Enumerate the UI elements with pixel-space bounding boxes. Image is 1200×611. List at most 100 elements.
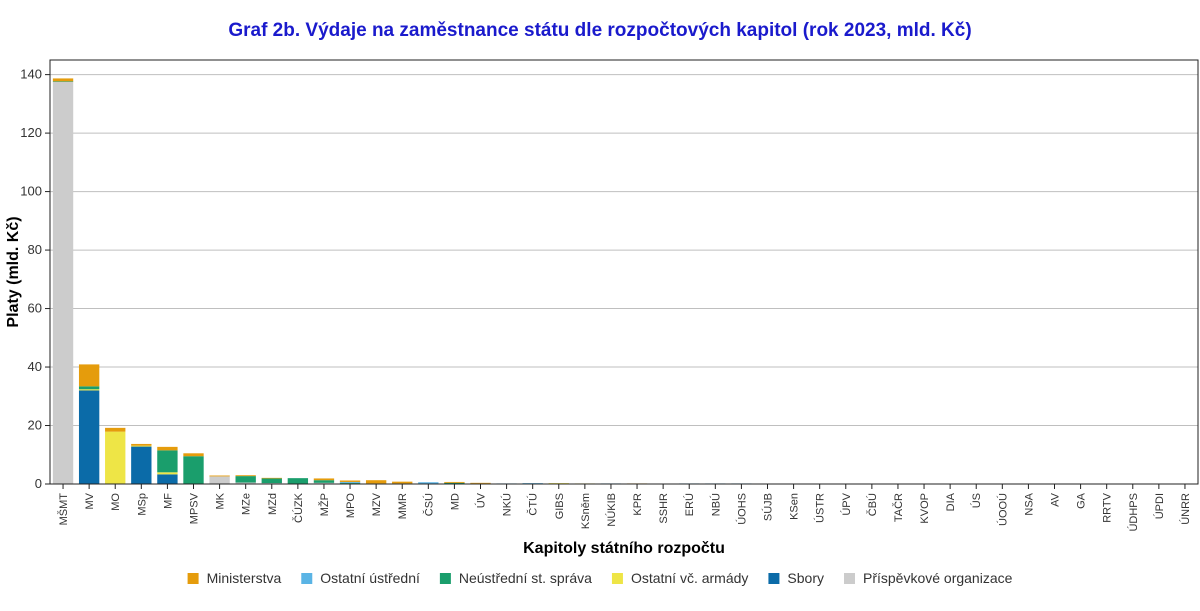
bar-segment [365, 480, 387, 484]
x-tick-label: MSp [136, 493, 148, 516]
bar-segment [105, 431, 126, 484]
x-tick-label: MŠMT [57, 493, 70, 526]
bar-segment [52, 81, 74, 485]
x-tick-label: MPSV [189, 492, 201, 524]
y-tick-label: 40 [28, 359, 42, 374]
bar-segment [418, 482, 439, 484]
chart-title: Graf 2b. Výdaje na zaměstnance státu dle… [228, 20, 972, 41]
legend-swatch [439, 573, 451, 584]
x-tick-label: AV [1050, 492, 1062, 507]
legend-label: Ostatní ústřední [320, 570, 420, 586]
legend-swatch [611, 573, 623, 584]
bar-segment [157, 474, 178, 484]
bar-segment [209, 475, 230, 477]
legend-swatch [843, 573, 855, 584]
bar-segment [235, 476, 256, 483]
bar-segment [261, 477, 282, 479]
x-tick-label: ÚDHPS [1127, 493, 1140, 532]
x-tick-label: ÚPV [840, 492, 853, 515]
x-tick-label: NÚKIB [605, 493, 618, 527]
legend-label: Neústřední st. správa [459, 570, 592, 586]
x-tick-label: ÚNRR [1179, 493, 1192, 525]
bar-segment [183, 453, 204, 457]
bar-segment [470, 482, 491, 484]
x-axis-ticks: MŠMT MV MO MSp MF MPSV MK MZe MZd ČÚZK MŽP MPO MZV MM… [57, 484, 1192, 532]
x-tick-label: MO [110, 493, 122, 511]
x-tick-label: KSněm [580, 493, 592, 529]
legend-label: Ostatní vč. armády [631, 570, 748, 586]
y-axis-title: Platy (mld. Kč) [5, 216, 22, 327]
y-tick-label: 80 [28, 242, 42, 257]
x-tick-label: MK [215, 492, 227, 509]
x-tick-label: ČBÚ [866, 493, 879, 516]
x-tick-label: MMR [397, 493, 409, 519]
legend-label: Ministerstva [207, 570, 282, 586]
bar-segment [52, 78, 74, 82]
bar-segment [157, 446, 178, 451]
x-tick-label: ČTÚ [527, 493, 540, 516]
grid-lines [50, 74, 1198, 485]
legend-label: Příspěvkové organizace [863, 570, 1013, 586]
x-tick-label: ÚV [475, 492, 488, 508]
bar-segment [261, 478, 282, 484]
x-tick-label: SÚJB [762, 493, 775, 521]
y-tick-label: 60 [28, 301, 42, 316]
bar-segment [157, 472, 178, 475]
bar-segment [392, 481, 413, 484]
bar-segment [52, 81, 74, 82]
bar-segment [131, 445, 152, 447]
x-tick-label: MZe [241, 493, 253, 515]
bar-segment [131, 446, 152, 484]
x-tick-label: NBÚ [709, 493, 722, 516]
x-tick-label: KVOP [919, 493, 931, 524]
x-tick-label: ÚSTR [814, 493, 827, 523]
legend-swatch [187, 573, 199, 584]
bar-segment [444, 481, 465, 483]
x-tick-label: KSen [789, 493, 801, 520]
y-axis-ticks: 0 20 40 60 80 100 120 140 [20, 67, 50, 491]
x-tick-label: NSA [1023, 492, 1035, 515]
bar-segment [78, 364, 100, 387]
x-tick-label: MZV [371, 492, 383, 516]
x-tick-label: ÚS [970, 493, 983, 508]
bars [52, 78, 1196, 485]
x-tick-label: TAČR [892, 493, 905, 522]
bar-segment [78, 390, 100, 484]
x-tick-label: MV [84, 492, 96, 509]
y-tick-label: 120 [20, 125, 42, 140]
y-tick-label: 100 [20, 184, 42, 199]
x-tick-label: ČSÚ [422, 493, 435, 516]
x-tick-label: MPO [345, 493, 357, 519]
x-tick-label: KPR [632, 493, 644, 516]
legend-swatch [768, 573, 780, 584]
legend-swatch [301, 573, 313, 584]
plot-frame [49, 59, 1199, 485]
legend: Ministerstva Ostatní ústřední Neústřední s… [187, 570, 1013, 586]
bar-segment [105, 427, 126, 432]
x-tick-label: GIBS [554, 493, 566, 519]
x-tick-label: MŽP [318, 493, 331, 516]
bar-segment [183, 456, 204, 484]
bar-segment [444, 482, 465, 484]
x-tick-label: SSHR [658, 493, 670, 524]
x-tick-label: GA [1076, 492, 1088, 509]
bar-segment [131, 443, 152, 446]
bar-segment [313, 480, 335, 483]
bar-segment [339, 482, 361, 484]
x-tick-label: ČÚZK [292, 492, 305, 523]
y-tick-label: 0 [35, 476, 42, 491]
x-tick-label: MF [162, 493, 174, 509]
bar-segment [339, 481, 361, 483]
bar-segment [235, 475, 256, 477]
x-tick-label: ERÚ [683, 493, 696, 516]
x-tick-label: ÚPDI [1153, 493, 1166, 519]
bar-segment [287, 478, 309, 484]
x-tick-label: MZd [267, 493, 279, 515]
legend-label: Sbory [787, 570, 824, 586]
x-tick-label: MD [449, 493, 461, 510]
bar-segment [78, 389, 100, 391]
bar-segment [313, 482, 335, 484]
bar-segment [157, 450, 178, 473]
y-tick-label: 140 [20, 67, 42, 82]
